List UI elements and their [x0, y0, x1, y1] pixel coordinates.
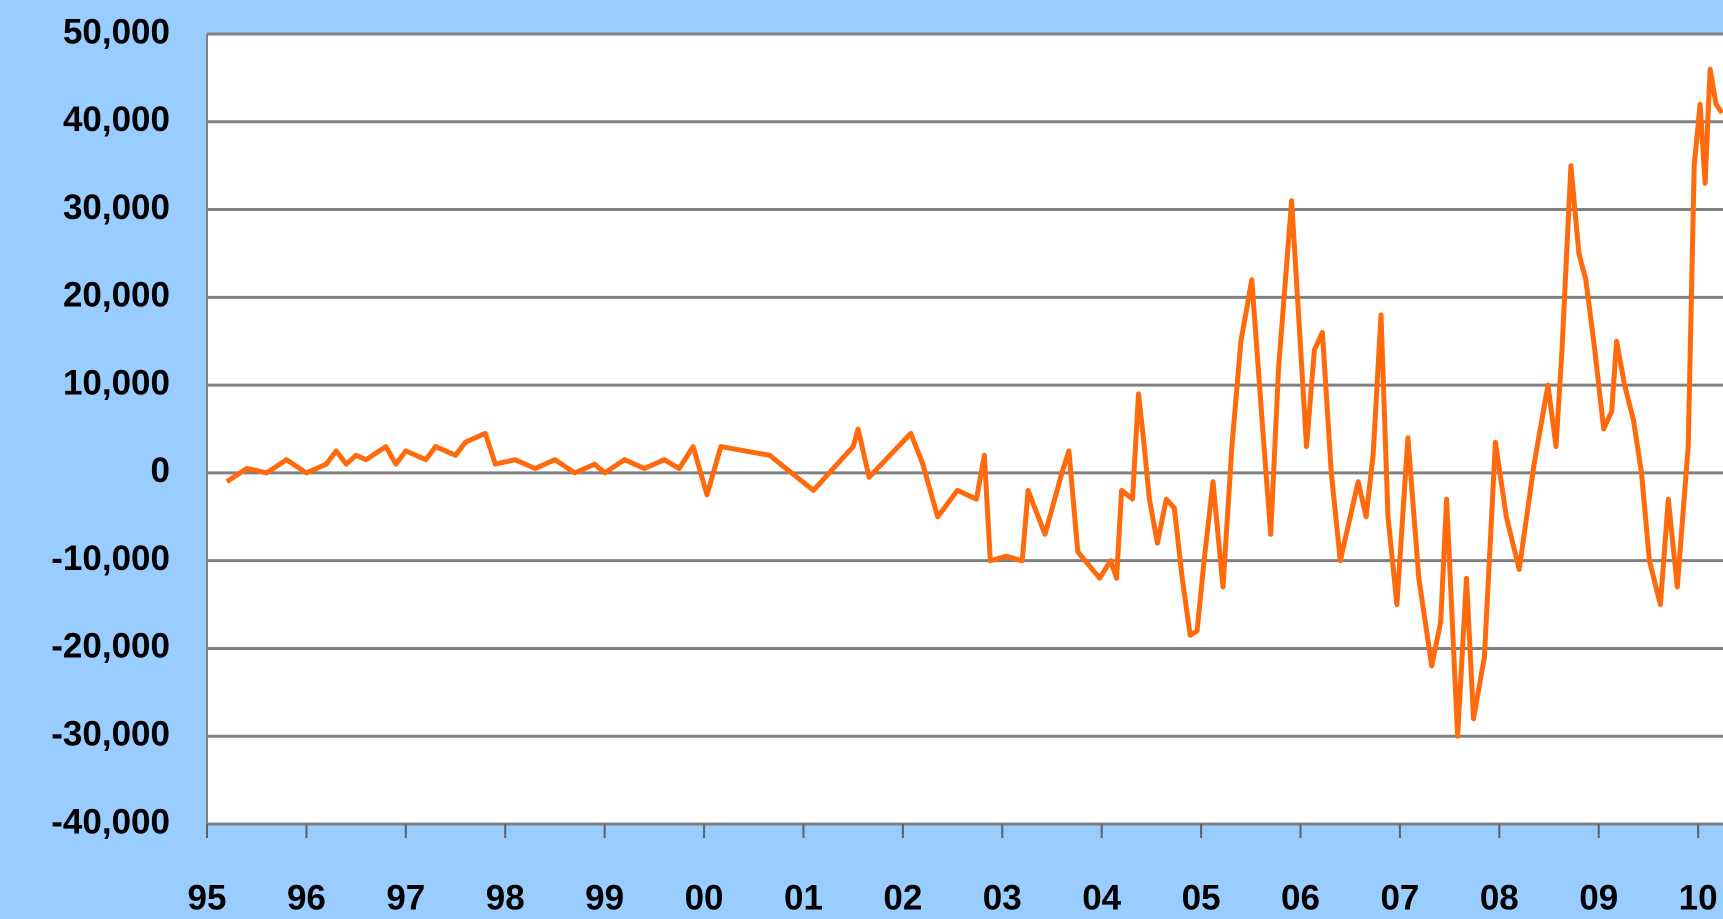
x-tick-label: 04 [1082, 878, 1121, 917]
x-tick-label: 98 [486, 878, 525, 917]
x-tick-label: 99 [585, 878, 624, 917]
y-tick-label: 0 [151, 451, 170, 490]
data-line [225, 66, 1723, 739]
x-tick-label: 03 [983, 878, 1022, 917]
x-tick-label: 05 [1182, 878, 1221, 917]
x-tick-label: 97 [386, 878, 425, 917]
y-tick-label: 50,000 [63, 12, 170, 51]
x-tick-label: 00 [685, 878, 724, 917]
y-tick-label: -10,000 [51, 539, 170, 578]
x-tick-label: 09 [1579, 878, 1618, 917]
x-tick-label: 07 [1380, 878, 1419, 917]
y-tick-label: -20,000 [51, 627, 170, 666]
x-tick-label: 95 [188, 878, 227, 917]
y-tick-label: -30,000 [51, 714, 170, 753]
y-tick-label: 30,000 [63, 188, 170, 227]
plot-area [207, 34, 1723, 824]
x-tick-label: 10 [1679, 878, 1718, 917]
x-tick-label: 96 [287, 878, 326, 917]
x-tick-label: 06 [1281, 878, 1320, 917]
y-tick-label: 40,000 [63, 100, 170, 139]
x-tick-label: 02 [883, 878, 922, 917]
y-tick-label: 10,000 [63, 363, 170, 402]
y-tick-label: -40,000 [51, 802, 170, 841]
x-tick-label: 08 [1480, 878, 1519, 917]
x-tick-label: 01 [784, 878, 823, 917]
y-tick-label: 20,000 [63, 276, 170, 315]
